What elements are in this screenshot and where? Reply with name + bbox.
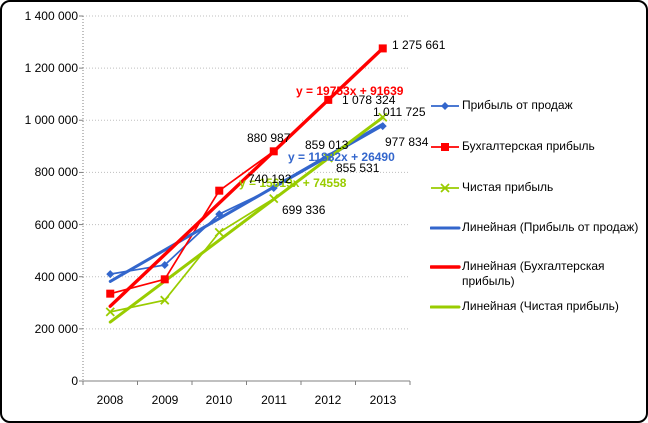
equation-net-profit: y = 15619x + 74558	[239, 176, 347, 190]
legend-item-trend-sales-profit: Линейная (Прибыль от продаж)	[430, 220, 646, 235]
legend-label: Чистая прибыль	[462, 180, 554, 194]
point-label: 1 078 324	[342, 93, 396, 107]
point-label: 740 192	[248, 172, 292, 186]
legend-label: Линейная (Бухгалтерская прибыль)	[462, 259, 605, 288]
legend-item-trend-net-profit: Линейная (Чистая прибыль)	[430, 299, 646, 314]
point-label: 977 834	[385, 135, 429, 149]
x-tick-label: 2010	[205, 393, 233, 407]
y-tick-label: 200 000	[34, 322, 78, 336]
x-tick-label: 2008	[96, 393, 124, 407]
point-label: 1 011 725	[373, 105, 426, 119]
legend-swatch-trend-net-icon	[430, 305, 461, 309]
y-tick-label: 1 000 000	[24, 113, 78, 127]
y-tick-label: 800 000	[34, 165, 78, 179]
point-label: 1 275 661	[392, 38, 446, 52]
legend-item-accounting-profit: Бухгалтерская прибыль	[430, 139, 646, 154]
point-label: 855 531	[336, 161, 380, 175]
legend-swatch-accounting-profit-icon	[431, 143, 459, 151]
equation-sales-profit: y = 11882x + 26490	[288, 150, 395, 164]
point-label: 699 336	[282, 203, 326, 217]
legend-swatch-trend-accounting-icon	[430, 265, 461, 269]
legend-label: Линейная (Чистая прибыль)	[462, 299, 619, 313]
x-tick-label: 2012	[314, 393, 342, 407]
y-tick-label: 1 200 000	[24, 61, 78, 75]
legend-swatch-net-profit-icon	[431, 183, 459, 193]
y-tick-label: 400 000	[34, 270, 78, 284]
equation-accounting-profit: y = 19753x + 91639	[296, 84, 404, 98]
legend-item-net-profit: Чистая прибыль	[430, 180, 646, 195]
legend-item-sales-profit: Прибыль от продаж	[430, 98, 646, 113]
point-label: 859 013	[305, 138, 349, 152]
x-tick-label: 2011	[261, 393, 287, 407]
x-tick-label: 2009	[151, 393, 179, 407]
legend-label: Прибыль от продаж	[462, 98, 573, 112]
legend-label: Линейная (Прибыль от продаж)	[462, 220, 639, 234]
y-tick-label: 600 000	[34, 218, 78, 232]
point-label: 880 987	[247, 131, 291, 145]
legend-item-trend-accounting-profit: Линейная (Бухгалтерская прибыль)	[430, 259, 646, 289]
legend-label: Бухгалтерская прибыль	[462, 139, 595, 153]
y-tick-label: 0	[71, 374, 78, 388]
legend-swatch-trend-sales-icon	[430, 226, 461, 230]
x-tick-label: 2013	[369, 393, 397, 407]
legend-swatch-sales-profit-icon	[431, 102, 459, 110]
y-tick-label: 1 400 000	[24, 9, 78, 23]
